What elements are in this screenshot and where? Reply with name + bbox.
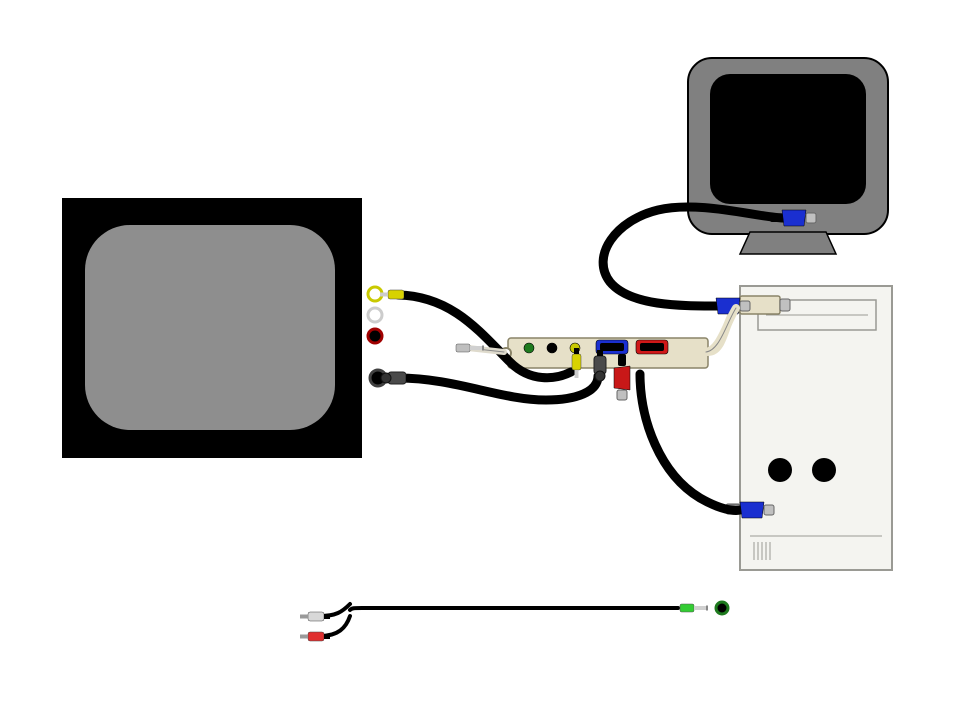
composite-yellow-port bbox=[368, 287, 382, 301]
composite-white-port bbox=[368, 308, 382, 322]
tv bbox=[62, 198, 386, 458]
audio-jack-port bbox=[716, 602, 728, 614]
tower-button-2 bbox=[812, 458, 836, 482]
box-port-black bbox=[547, 343, 557, 353]
pc-tower bbox=[726, 286, 892, 570]
connection-diagram bbox=[0, 0, 960, 720]
box-port-green bbox=[524, 343, 534, 353]
composite-red-port bbox=[368, 329, 382, 343]
tower-button-1 bbox=[768, 458, 792, 482]
